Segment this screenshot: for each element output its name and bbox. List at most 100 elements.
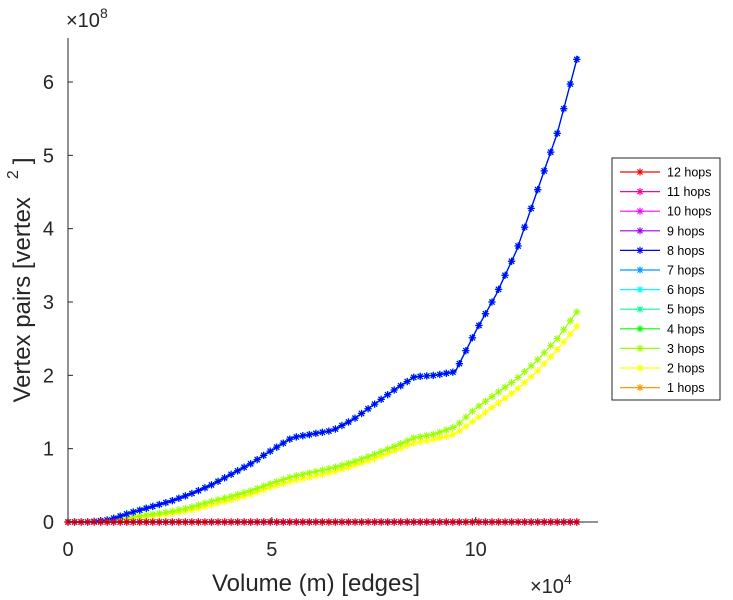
- y-axis-title-main: Vertex pairs [vertex: [9, 197, 36, 402]
- marker-9-12: [142, 511, 150, 519]
- marker-4-15: [162, 499, 170, 507]
- marker-4-69: [514, 242, 522, 250]
- marker-9-18: [181, 504, 190, 512]
- y-tick-label-3: 3: [43, 292, 54, 314]
- marker-4-54: [416, 372, 424, 380]
- series-layer: [64, 55, 581, 526]
- marker-4-60: [455, 360, 463, 368]
- marker-9-19: [188, 503, 196, 511]
- marker-9-76: [560, 326, 568, 334]
- marker-9-33: [279, 475, 287, 484]
- y-ticks: 0 1 2 3 4 5 6: [43, 72, 73, 534]
- marker-4-67: [501, 271, 509, 279]
- marker-9-16: [168, 507, 176, 515]
- marker-4-44: [351, 414, 359, 422]
- marker-4-37: [305, 430, 313, 439]
- marker-9-55: [423, 431, 431, 440]
- legend-label-9: 3 hops: [667, 342, 705, 356]
- marker-4-46: [364, 405, 372, 413]
- marker-9-71: [527, 362, 535, 370]
- marker-9-56: [429, 430, 437, 438]
- marker-4-26: [234, 467, 242, 475]
- marker-10-77: [566, 330, 574, 338]
- legend-label-10: 2 hops: [667, 362, 705, 376]
- x-tick-label-0: 0: [62, 539, 73, 561]
- marker-10-55: [423, 437, 431, 445]
- marker-4-38: [312, 429, 320, 438]
- marker-4-39: [318, 428, 326, 436]
- series-5-hops: [64, 55, 581, 526]
- legend-swatch-marker-7: [636, 305, 644, 313]
- series-7-hops: [64, 55, 581, 526]
- marker-4-61: [462, 347, 470, 355]
- marker-4-21: [201, 484, 209, 492]
- legend-swatch-marker-9: [636, 344, 644, 352]
- marker-10-76: [560, 338, 568, 346]
- marker-9-47: [370, 450, 379, 458]
- marker-4-35: [292, 433, 300, 441]
- y-tick-label-5: 5: [43, 145, 54, 167]
- marker-10-75: [553, 346, 561, 354]
- marker-4-59: [449, 368, 457, 376]
- y-tick-label-6: 6: [43, 72, 54, 94]
- marker-9-15: [162, 508, 170, 516]
- marker-10-49: [384, 449, 392, 458]
- series-line-9: [68, 310, 579, 523]
- marker-4-72: [534, 186, 542, 194]
- marker-9-37: [305, 469, 313, 477]
- plot-area: [64, 55, 581, 526]
- marker-9-17: [175, 506, 183, 514]
- marker-9-35: [292, 472, 300, 480]
- marker-9-29: [253, 484, 261, 493]
- series-8-hops: [64, 55, 581, 526]
- marker-9-66: [494, 388, 503, 396]
- x-multiplier-exponent: 4: [564, 571, 572, 587]
- marker-10-35: [292, 476, 300, 484]
- legend-items: 12 hops 11 hops 10 hops 9 hops 8 hops 7 hops 6…: [620, 166, 711, 395]
- marker-4-78: [573, 55, 581, 64]
- y-tick-label-2: 2: [43, 365, 54, 387]
- legend-entry: 10 hops: [620, 205, 711, 219]
- marker-4-10: [129, 508, 137, 516]
- marker-9-25: [227, 492, 235, 500]
- legend-swatch-marker-0: [636, 168, 644, 176]
- series-3-hops: [64, 308, 581, 526]
- marker-9-49: [384, 445, 392, 453]
- marker-9-63: [475, 402, 483, 410]
- marker-4-9: [123, 510, 131, 518]
- x-multiplier: ×104: [530, 571, 572, 598]
- marker-4-33: [279, 439, 287, 447]
- marker-4-52: [403, 377, 411, 386]
- marker-9-75: [553, 335, 561, 343]
- marker-9-70: [521, 368, 529, 376]
- marker-4-58: [442, 369, 450, 377]
- x-multiplier-base: ×10: [530, 576, 564, 598]
- marker-9-77: [566, 317, 574, 325]
- marker-9-13: [149, 510, 157, 518]
- marker-9-22: [207, 497, 216, 505]
- marker-4-71: [527, 204, 535, 213]
- marker-4-11: [136, 506, 144, 514]
- legend-label-3: 9 hops: [667, 224, 705, 238]
- marker-10-68: [507, 389, 516, 398]
- legend-label-8: 4 hops: [667, 322, 705, 336]
- marker-10-41: [331, 467, 340, 475]
- marker-9-45: [357, 455, 366, 463]
- marker-9-34: [286, 473, 294, 481]
- marker-10-37: [305, 473, 313, 481]
- marker-9-31: [266, 480, 274, 488]
- marker-10-58: [442, 432, 450, 440]
- series-2-hops: [64, 322, 581, 526]
- legend-label-5: 7 hops: [667, 264, 705, 278]
- marker-9-57: [436, 428, 444, 436]
- x-ticks: 0 5 10: [62, 517, 487, 561]
- legend-swatch-marker-2: [636, 207, 644, 215]
- marker-9-30: [260, 482, 268, 490]
- marker-9-38: [312, 467, 320, 476]
- marker-4-57: [436, 370, 444, 379]
- marker-4-16: [168, 496, 176, 505]
- legend-label-4: 8 hops: [667, 244, 705, 258]
- marker-4-56: [429, 371, 437, 380]
- legend-swatch-marker-4: [636, 246, 644, 254]
